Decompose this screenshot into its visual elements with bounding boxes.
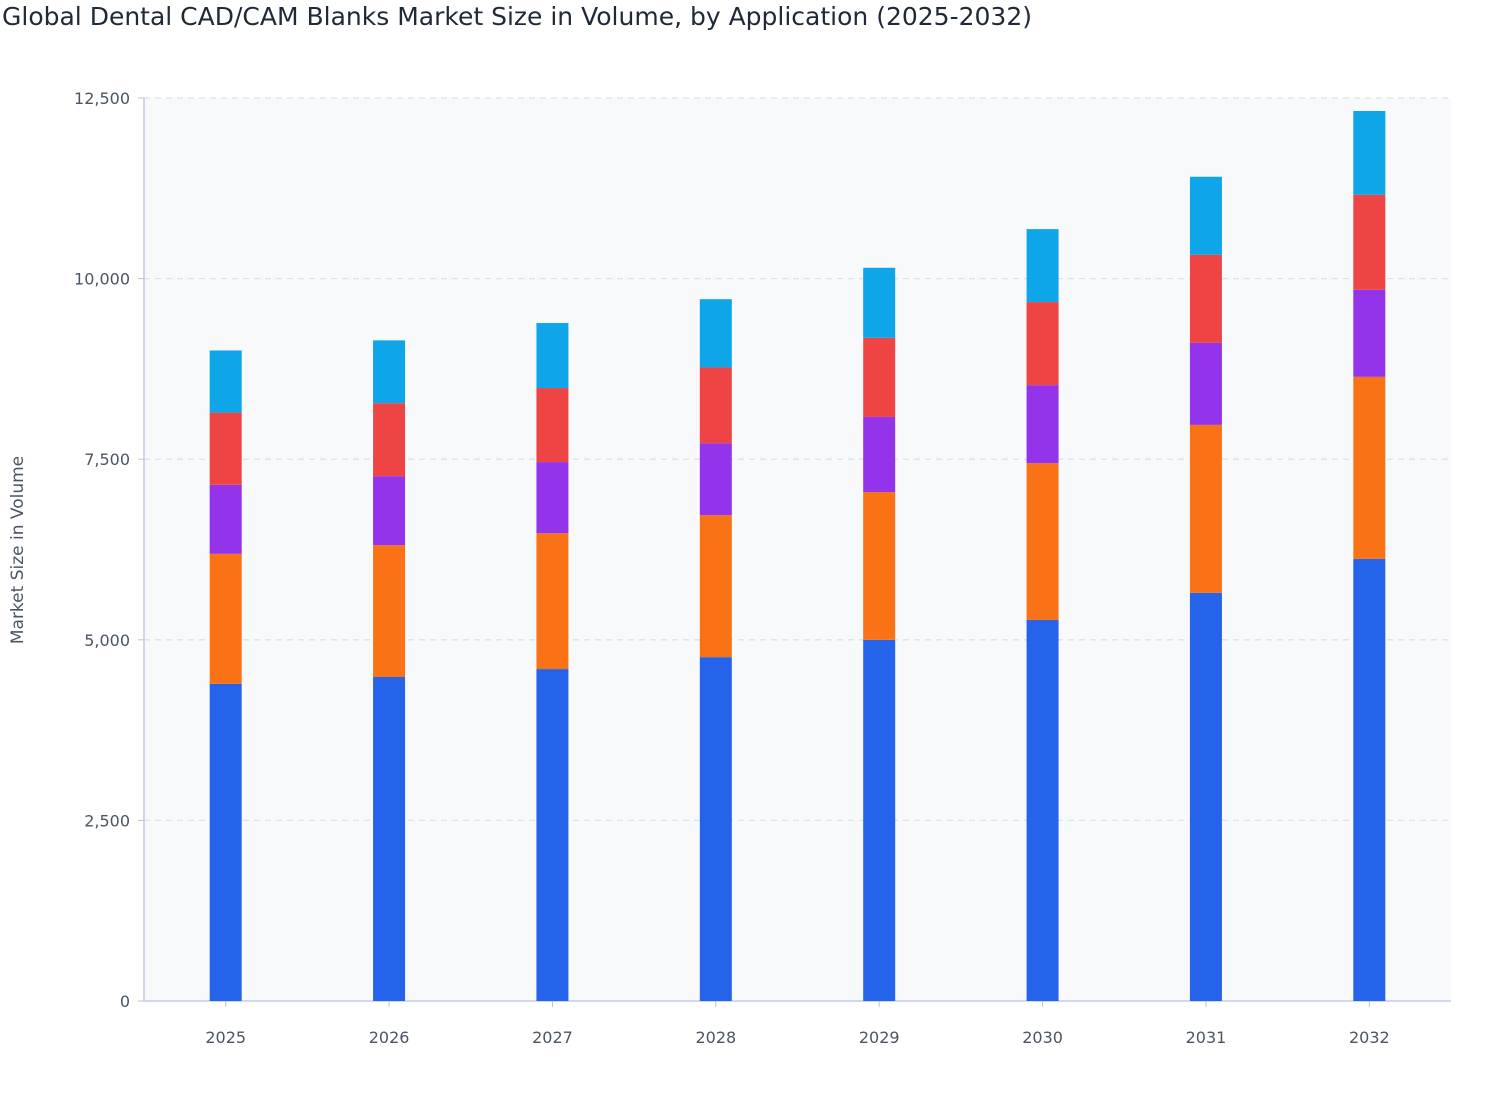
- x-tick-label: 2026: [369, 1028, 410, 1047]
- bar-segment-2027-series-5: [536, 323, 569, 389]
- bar-segment-2031-series-3: [1189, 342, 1222, 425]
- bar-segment-2028-series-3: [699, 443, 732, 516]
- bar-segment-2030-series-3: [1026, 385, 1059, 464]
- chart-title: Global Dental CAD/CAM Blanks Market Size…: [2, 2, 1032, 31]
- x-tick-label: 2031: [1186, 1028, 1227, 1047]
- bar-segment-2028-series-2: [699, 515, 732, 658]
- x-tick-label: 2028: [695, 1028, 736, 1047]
- bar-segment-2031-series-4: [1189, 254, 1222, 343]
- bar-segment-2032-series-5: [1353, 111, 1386, 195]
- bar-segment-2031-series-5: [1189, 176, 1222, 255]
- bar-segment-2029-series-3: [863, 416, 896, 493]
- x-tick-label: 2029: [859, 1028, 900, 1047]
- bar-segment-2026-series-4: [373, 403, 406, 477]
- bar-segment-2025-series-5: [209, 350, 242, 413]
- x-tick-label: 2025: [205, 1028, 246, 1047]
- bar-segment-2027-series-4: [536, 388, 569, 463]
- bar-segment-2030-series-5: [1026, 229, 1059, 303]
- bar-segment-2025-series-4: [209, 412, 242, 485]
- bar-segment-2026-series-3: [373, 476, 406, 546]
- bar-segment-2026-series-5: [373, 340, 406, 404]
- bar-segment-2027-series-3: [536, 462, 569, 534]
- bar-segment-2029-series-4: [863, 337, 896, 417]
- bar-segment-2030-series-1: [1026, 619, 1059, 1001]
- bar-segment-2027-series-2: [536, 533, 569, 670]
- bar-segment-2032-series-4: [1353, 194, 1386, 290]
- bar-segment-2027-series-1: [536, 669, 569, 1001]
- y-tick-label: 5,000: [84, 631, 130, 650]
- bar-segment-2026-series-2: [373, 545, 406, 678]
- bar-segment-2030-series-2: [1026, 463, 1059, 620]
- bar-segment-2026-series-1: [373, 677, 406, 1001]
- bar-segment-2030-series-4: [1026, 302, 1059, 386]
- y-axis-title: Market Size in Volume: [8, 456, 28, 644]
- x-tick-label: 2032: [1349, 1028, 1390, 1047]
- bar-segment-2029-series-1: [863, 639, 896, 1001]
- bar-segment-2029-series-2: [863, 492, 896, 640]
- y-tick-label: 2,500: [84, 811, 130, 830]
- bar-segment-2025-series-2: [209, 553, 242, 684]
- y-tick-label: 0: [120, 992, 130, 1011]
- x-tick-label: 2030: [1022, 1028, 1063, 1047]
- bar-segment-2028-series-5: [699, 299, 732, 368]
- y-tick-label: 10,000: [74, 270, 130, 289]
- y-tick-label: 7,500: [84, 450, 130, 469]
- x-tick-label: 2027: [532, 1028, 573, 1047]
- y-tick-label: 12,500: [74, 89, 130, 108]
- bar-segment-2029-series-5: [863, 267, 896, 338]
- bar-segment-2032-series-3: [1353, 289, 1386, 377]
- bar-segment-2032-series-1: [1353, 558, 1386, 1001]
- bar-segment-2028-series-1: [699, 657, 732, 1001]
- bar-segment-2031-series-2: [1189, 424, 1222, 593]
- bar-segment-2025-series-1: [209, 683, 242, 1001]
- bar-segment-2031-series-1: [1189, 592, 1222, 1001]
- bar-segment-2025-series-3: [209, 484, 242, 554]
- bar-segment-2028-series-4: [699, 367, 732, 444]
- bar-segment-2032-series-2: [1353, 376, 1386, 559]
- plot-area: [144, 98, 1451, 1001]
